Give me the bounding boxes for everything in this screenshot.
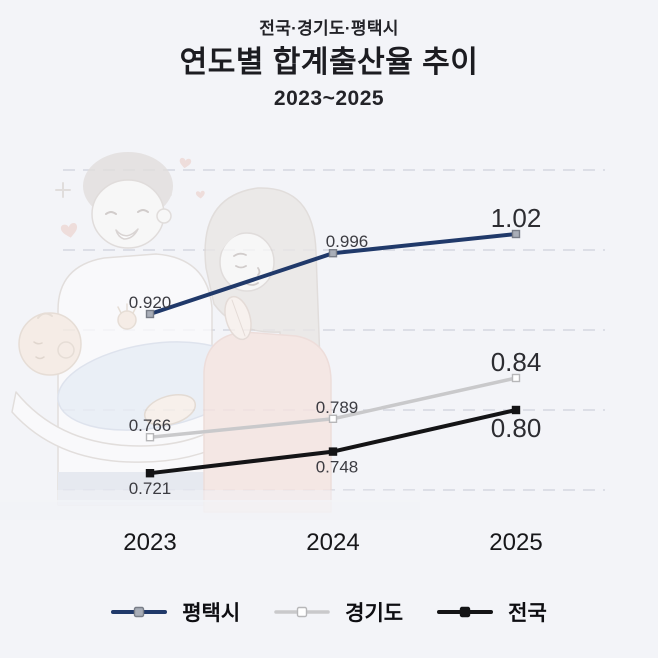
data-point-marker-national — [511, 405, 521, 415]
illustration-fade — [0, 500, 420, 520]
legend-swatch-national — [437, 606, 494, 618]
data-point-marker-pyeongtaek — [328, 248, 338, 258]
data-point-marker-pyeongtaek — [145, 309, 155, 319]
legend-swatch-pyeongtaek — [111, 606, 168, 618]
legend-item-national: 전국 — [437, 597, 547, 627]
data-point-marker-gyeonggi — [511, 373, 521, 383]
data-point-marker-gyeonggi — [328, 414, 338, 423]
mother-figure — [203, 187, 332, 513]
legend-item-gyeonggi: 경기도 — [274, 597, 403, 627]
data-point-marker-gyeonggi — [145, 433, 155, 442]
header-period: 2023~2025 — [273, 87, 385, 110]
legend-label: 평택시 — [182, 602, 241, 625]
illustration-fade — [0, 490, 420, 502]
value-label-pyeongtaek: 1.02 — [491, 203, 542, 233]
data-point-marker-national — [145, 469, 155, 478]
data-point-marker-pyeongtaek — [511, 229, 521, 239]
legend-label: 전국 — [508, 602, 547, 625]
heart-icon — [195, 190, 205, 199]
value-label-national: 0.748 — [316, 458, 359, 477]
family-background-illustration — [0, 152, 420, 520]
legend-marker-icon — [296, 606, 308, 618]
header-block: 전국·경기도·평택시 연도별 합계출산율 추이 2023~2025 — [0, 18, 658, 112]
value-label-national: 0.80 — [491, 413, 542, 443]
x-axis-label: 2024 — [306, 529, 359, 556]
page-title: 연도별 합계출산율 추이 — [179, 46, 479, 79]
baby-figure — [18, 303, 260, 431]
data-point-marker-national — [328, 447, 338, 456]
x-axis-label: 2025 — [489, 529, 542, 556]
sparkle-icon — [55, 182, 71, 198]
legend-label: 경기도 — [345, 602, 404, 625]
header-region-line: 전국·경기도·평택시 — [259, 19, 399, 38]
value-label-gyeonggi: 0.84 — [491, 347, 542, 377]
value-label-pyeongtaek: 0.920 — [129, 293, 172, 312]
value-label-pyeongtaek: 0.996 — [326, 232, 369, 251]
heart-icon — [179, 157, 192, 169]
value-labels-layer: 0.920 0.996 1.02 0.766 0.789 0.84 0.721 0.748 0.… — [129, 203, 542, 498]
x-axis-layer: 2023 2024 2025 — [123, 529, 542, 556]
heart-icon — [60, 223, 78, 238]
legend: 평택시 경기도 전국 — [0, 593, 658, 631]
legend-item-pyeongtaek: 평택시 — [111, 597, 240, 627]
x-axis-label: 2023 — [123, 529, 176, 556]
legend-marker-icon — [134, 606, 145, 618]
value-label-gyeonggi: 0.766 — [129, 416, 172, 435]
value-label-national: 0.721 — [129, 479, 172, 498]
value-label-gyeonggi: 0.789 — [316, 398, 359, 417]
legend-marker-icon — [459, 606, 471, 618]
series-layer — [145, 229, 521, 478]
legend-swatch-gyeonggi — [274, 606, 330, 618]
